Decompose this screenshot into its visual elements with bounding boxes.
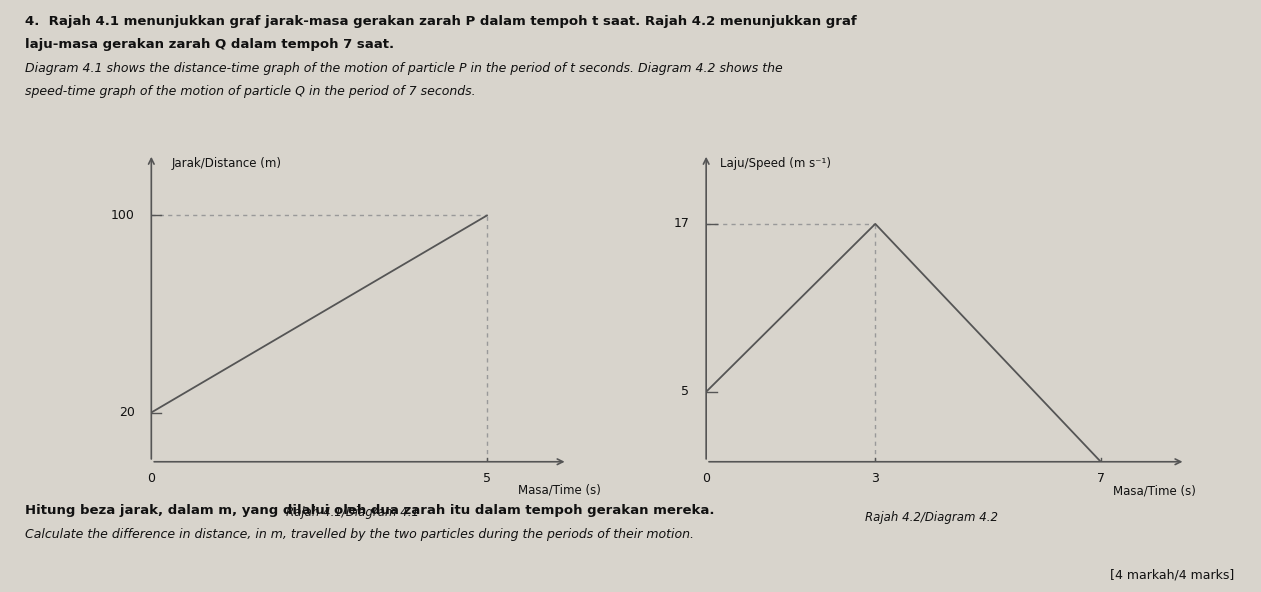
Text: 5: 5 <box>681 385 690 398</box>
Text: [4 markah/4 marks]: [4 markah/4 marks] <box>1110 568 1235 581</box>
Text: Masa/Time (s): Masa/Time (s) <box>517 484 600 497</box>
Text: 100: 100 <box>111 209 135 222</box>
Text: Hitung beza jarak, dalam m, yang dilalui oleh dua zarah itu dalam tempoh gerakan: Hitung beza jarak, dalam m, yang dilalui… <box>25 504 715 517</box>
Text: Calculate the difference in distance, in m, travelled by the two particles durin: Calculate the difference in distance, in… <box>25 528 695 541</box>
Text: 5: 5 <box>483 472 491 485</box>
Text: 7: 7 <box>1097 472 1105 485</box>
Text: speed-time graph of the motion of particle Q in the period of 7 seconds.: speed-time graph of the motion of partic… <box>25 85 475 98</box>
Text: laju-masa gerakan zarah Q dalam tempoh 7 saat.: laju-masa gerakan zarah Q dalam tempoh 7… <box>25 38 395 52</box>
Text: 3: 3 <box>871 472 879 485</box>
Text: Rajah 4.1/Diagram 4.1: Rajah 4.1/Diagram 4.1 <box>286 506 419 519</box>
Text: 20: 20 <box>119 406 135 419</box>
Text: 4.  Rajah 4.1 menunjukkan graf jarak-masa gerakan zarah P dalam tempoh t saat. R: 4. Rajah 4.1 menunjukkan graf jarak-masa… <box>25 15 857 28</box>
Text: Rajah 4.2/Diagram 4.2: Rajah 4.2/Diagram 4.2 <box>865 511 999 524</box>
Text: 0: 0 <box>148 472 155 485</box>
Text: Laju/Speed (m s⁻¹): Laju/Speed (m s⁻¹) <box>720 157 831 170</box>
Text: Jarak/Distance (m): Jarak/Distance (m) <box>171 157 281 170</box>
Text: 0: 0 <box>702 472 710 485</box>
Text: Masa/Time (s): Masa/Time (s) <box>1113 484 1197 497</box>
Text: 17: 17 <box>673 217 690 230</box>
Text: Diagram 4.1 shows the distance-time graph of the motion of particle P in the per: Diagram 4.1 shows the distance-time grap… <box>25 62 783 75</box>
